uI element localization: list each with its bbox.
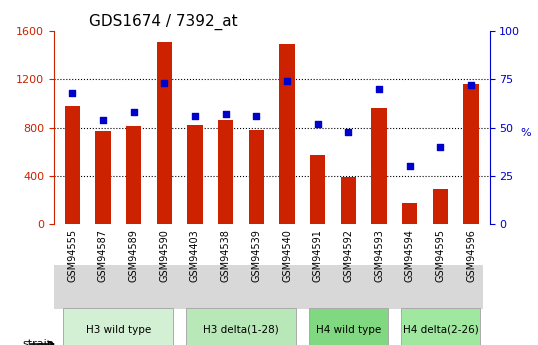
Bar [249,130,264,224]
Point [314,121,322,127]
Point [190,113,199,119]
Point [436,144,445,150]
Bar [371,108,387,224]
Point [252,113,260,119]
Text: H3 delta(1-28): H3 delta(1-28) [203,325,279,335]
Bar [63,308,173,345]
Bar [126,127,141,224]
Bar [402,203,417,224]
Point [467,82,476,88]
Point [129,109,138,115]
Bar [218,120,233,224]
Text: GDS1674 / 7392_at: GDS1674 / 7392_at [89,13,237,30]
Point [221,111,230,117]
Text: H3 wild type: H3 wild type [86,325,151,335]
Bar [157,42,172,224]
Bar [341,177,356,224]
Bar [464,84,479,224]
Point [160,80,168,86]
Text: H4 wild type: H4 wild type [316,325,381,335]
Point [375,86,384,92]
Point [283,79,292,84]
Bar [401,308,480,345]
Point [68,90,76,96]
Bar [95,131,111,224]
Text: strain: strain [22,339,54,345]
Bar [187,125,203,224]
Bar [54,265,484,309]
Text: H4 delta(2-26): H4 delta(2-26) [402,325,478,335]
Point [344,129,353,134]
Bar [65,106,80,224]
Bar [310,155,325,224]
Bar [433,189,448,224]
Point [406,164,414,169]
Y-axis label: %: % [521,128,531,138]
Bar [279,45,295,224]
Bar [308,308,388,345]
Point [98,117,107,123]
Bar [186,308,296,345]
